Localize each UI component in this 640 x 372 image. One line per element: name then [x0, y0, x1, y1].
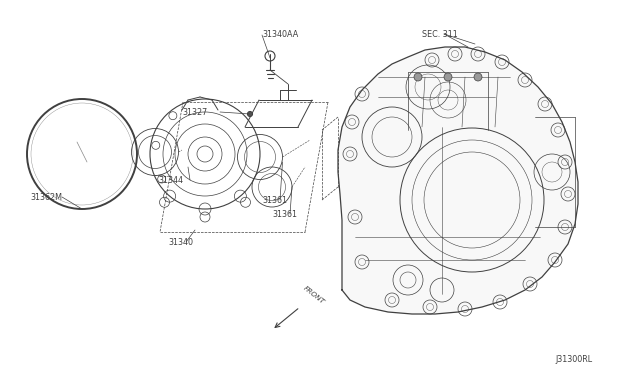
Text: 31327: 31327 — [182, 108, 207, 116]
Circle shape — [474, 73, 482, 81]
Circle shape — [444, 73, 452, 81]
Circle shape — [414, 73, 422, 81]
Text: 31361: 31361 — [272, 209, 297, 218]
Text: J31300RL: J31300RL — [555, 356, 592, 365]
Text: FRONT: FRONT — [302, 285, 326, 305]
Text: 31340: 31340 — [168, 237, 193, 247]
Text: 31340AA: 31340AA — [262, 29, 298, 38]
Text: SEC. 311: SEC. 311 — [422, 29, 458, 38]
Text: 31344: 31344 — [158, 176, 183, 185]
Polygon shape — [338, 47, 578, 314]
Circle shape — [248, 112, 253, 116]
Text: 31362M: 31362M — [30, 192, 62, 202]
Text: 31361: 31361 — [262, 196, 287, 205]
